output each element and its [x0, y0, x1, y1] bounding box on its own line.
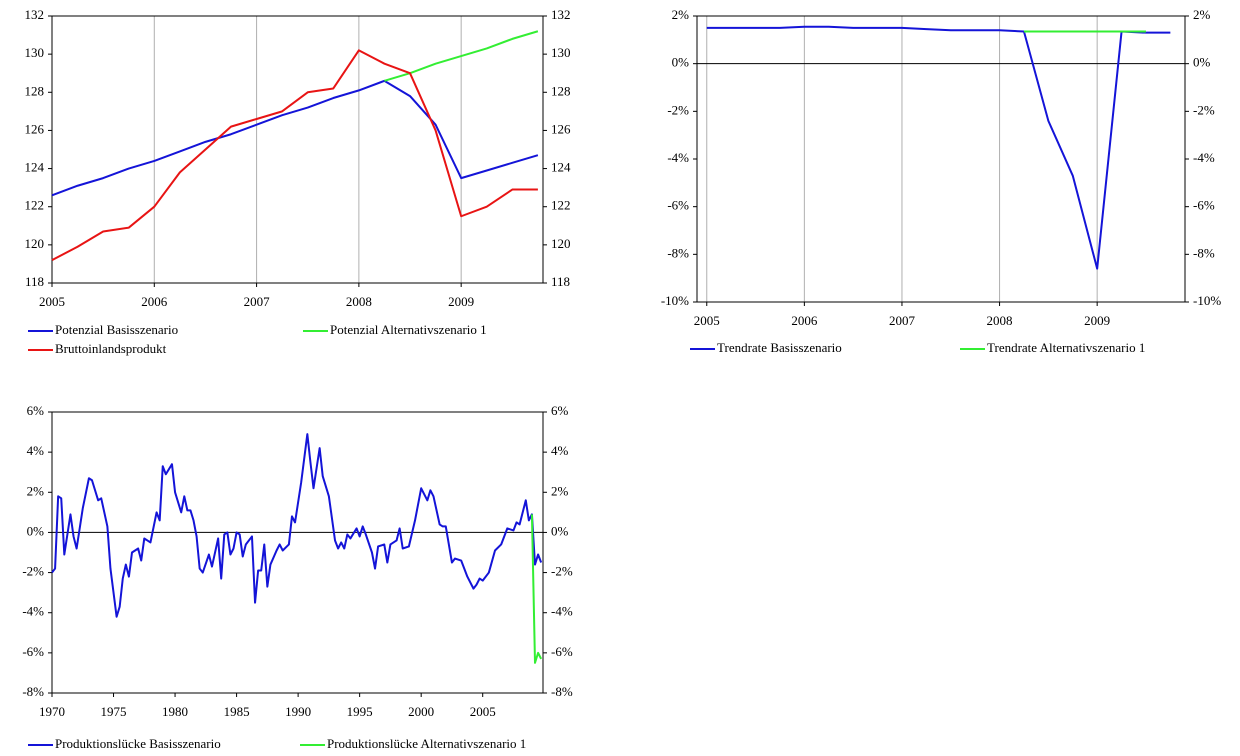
legend-label: Bruttoinlandsprodukt: [55, 341, 167, 356]
legend-label: Trendrate Alternativszenario 1: [987, 340, 1145, 355]
y2-tick-label: 132: [551, 7, 571, 22]
y-tick-label: -4%: [667, 150, 689, 165]
y-tick-label: -10%: [661, 293, 689, 308]
y2-tick-label: -10%: [1193, 293, 1221, 308]
y2-tick-label: 124: [551, 160, 571, 175]
legend-label: Trendrate Basisszenario: [717, 340, 842, 355]
x-tick-label: 1990: [285, 704, 311, 719]
x-tick-label: 1970: [39, 704, 65, 719]
y-tick-label: -2%: [667, 102, 689, 117]
y-tick-label: 4%: [27, 443, 45, 458]
y-tick-label: -8%: [22, 684, 44, 699]
y2-tick-label: -6%: [1193, 198, 1215, 213]
y-tick-label: 126: [25, 121, 45, 136]
y2-tick-label: 118: [551, 274, 570, 289]
x-tick-label: 2007: [889, 313, 916, 328]
legend-label: Produktionslücke Alternativszenario 1: [327, 736, 526, 751]
y2-tick-label: -6%: [551, 644, 573, 659]
y2-tick-label: 126: [551, 121, 571, 136]
y2-tick-label: 128: [551, 83, 571, 98]
y-tick-label: 132: [25, 7, 45, 22]
legend-label: Potenzial Basisszenario: [55, 322, 178, 337]
y-tick-label: 124: [25, 160, 45, 175]
plot-frame: [696, 15, 1186, 303]
series-line: [706, 25, 1171, 270]
y-tick-label: 128: [25, 83, 45, 98]
x-tick-label: 2009: [1084, 313, 1110, 328]
x-tick-label: 2005: [694, 313, 720, 328]
y2-tick-label: 120: [551, 236, 571, 251]
legend-label: Produktionslücke Basisszenario: [55, 736, 221, 751]
x-tick-label: 2009: [448, 294, 474, 309]
y2-tick-label: -4%: [1193, 150, 1215, 165]
y2-tick-label: -2%: [551, 564, 573, 579]
y-tick-label: -8%: [667, 245, 689, 260]
x-tick-label: 1995: [347, 704, 373, 719]
x-tick-label: 2006: [141, 294, 168, 309]
y-tick-label: 0%: [27, 523, 45, 538]
y-tick-label: -2%: [22, 564, 44, 579]
y2-tick-label: 6%: [551, 403, 569, 418]
y-tick-label: 0%: [672, 55, 690, 70]
x-tick-label: 2005: [470, 704, 496, 719]
y-tick-label: 2%: [27, 483, 45, 498]
y-tick-label: 118: [25, 274, 44, 289]
y2-tick-label: -2%: [1193, 102, 1215, 117]
x-tick-label: 1980: [162, 704, 188, 719]
x-tick-label: 2008: [346, 294, 372, 309]
series-line: [51, 49, 538, 261]
y2-tick-label: -4%: [551, 604, 573, 619]
y-tick-label: 2%: [672, 7, 690, 22]
legend-label: Potenzial Alternativszenario 1: [330, 322, 487, 337]
series-line: [51, 433, 543, 618]
x-tick-label: 2007: [244, 294, 271, 309]
y2-tick-label: 0%: [551, 523, 569, 538]
y2-tick-label: 0%: [1193, 55, 1211, 70]
y-tick-label: 120: [25, 236, 45, 251]
y2-tick-label: -8%: [551, 684, 573, 699]
y2-tick-label: 2%: [1193, 7, 1211, 22]
y2-tick-label: 4%: [551, 443, 569, 458]
x-tick-label: 1975: [101, 704, 127, 719]
x-tick-label: 2006: [791, 313, 818, 328]
plot-frame: [51, 411, 544, 694]
plot-frame: [51, 15, 544, 284]
x-tick-label: 2000: [408, 704, 434, 719]
x-tick-label: 2005: [39, 294, 65, 309]
y-tick-label: -6%: [22, 644, 44, 659]
x-tick-label: 1985: [224, 704, 250, 719]
y2-tick-label: 2%: [551, 483, 569, 498]
y-tick-label: -4%: [22, 604, 44, 619]
y-tick-label: 130: [25, 45, 45, 60]
x-tick-label: 2008: [987, 313, 1013, 328]
y2-tick-label: 122: [551, 198, 571, 213]
y-tick-label: 6%: [27, 403, 45, 418]
y-tick-label: -6%: [667, 198, 689, 213]
y2-tick-label: -8%: [1193, 245, 1215, 260]
y2-tick-label: 130: [551, 45, 571, 60]
series-line: [530, 514, 543, 664]
series-line: [51, 79, 539, 197]
y-tick-label: 122: [25, 198, 45, 213]
